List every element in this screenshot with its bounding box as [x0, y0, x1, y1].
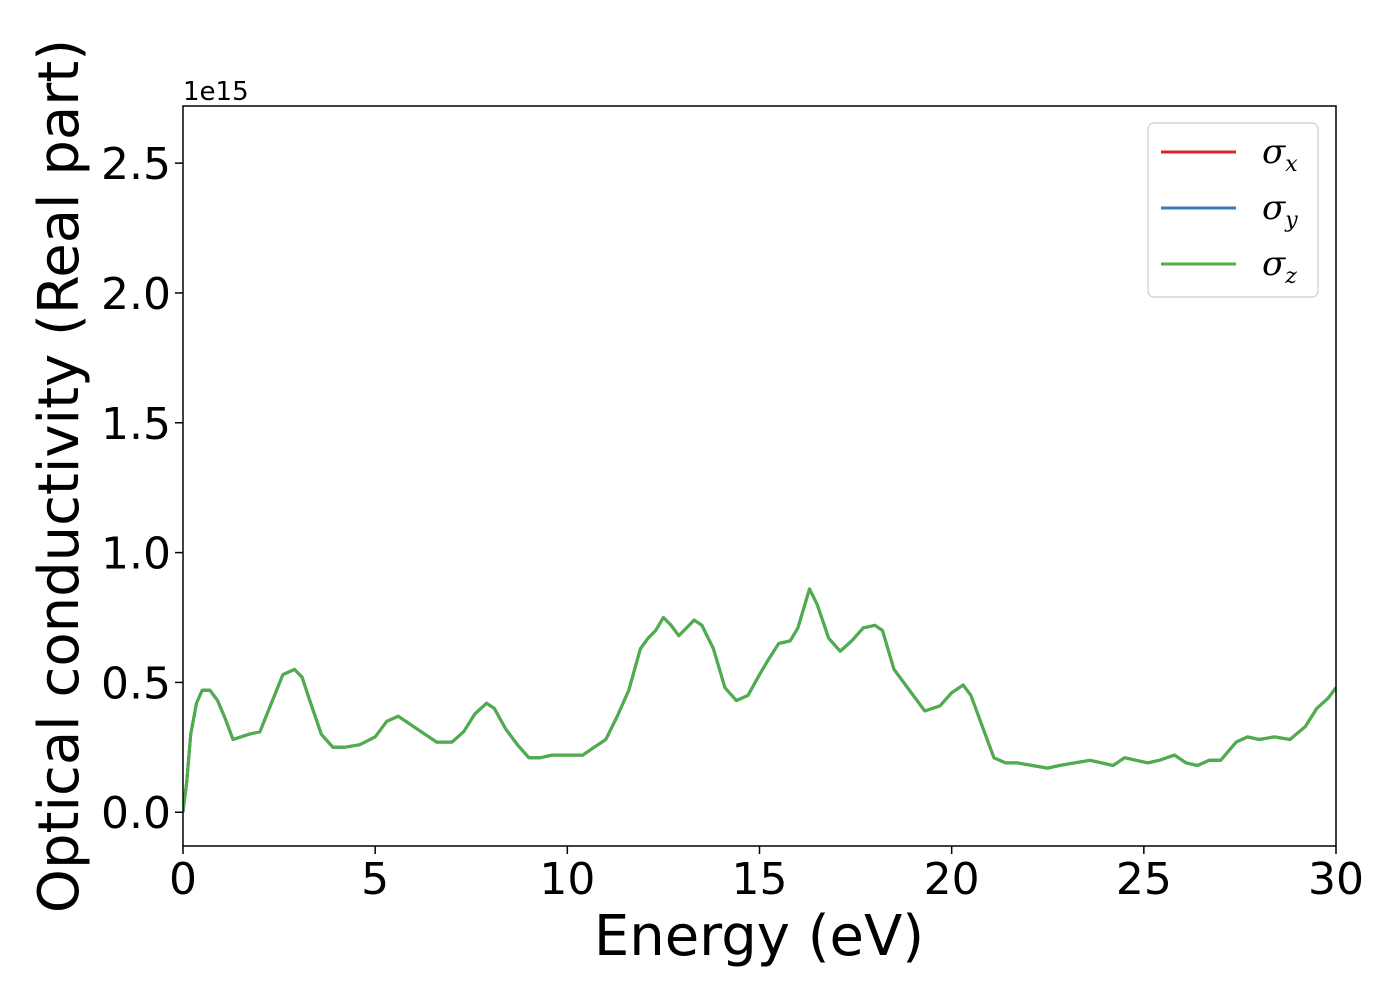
- y-tick-label: 2.5: [101, 139, 171, 190]
- legend-label-y: σy: [1262, 188, 1298, 233]
- y-offset-label: 1e15: [183, 77, 249, 107]
- y-tick-label: 0.0: [101, 788, 171, 839]
- series-layer: [183, 587, 1336, 813]
- y-tick-label: 1.0: [101, 529, 171, 580]
- series-line-z: [183, 587, 1336, 813]
- legend: σx σy σz: [1147, 122, 1319, 298]
- x-axis-title: Energy (eV): [594, 904, 924, 969]
- x-tick-label: 0: [169, 854, 197, 905]
- y-axis-title: Optical conductivity (Real part): [27, 39, 92, 913]
- x-tick-label: 25: [1116, 854, 1172, 905]
- x-axis-ticks: 0 5 10 15 20 25 30: [169, 846, 1364, 905]
- legend-label-z: σz: [1262, 244, 1297, 289]
- legend-label-x: σx: [1262, 132, 1298, 177]
- x-tick-label: 15: [732, 854, 788, 905]
- legend-box: [1147, 122, 1319, 298]
- series-line-y: [183, 587, 1336, 813]
- x-tick-label: 30: [1308, 854, 1364, 905]
- y-tick-label: 1.5: [101, 399, 171, 450]
- legend-entries: σx σy σz: [1161, 132, 1298, 289]
- series-line-x: [183, 587, 1336, 813]
- y-tick-label: 2.0: [101, 269, 171, 320]
- x-tick-label: 5: [361, 854, 389, 905]
- x-tick-label: 20: [924, 854, 980, 905]
- x-tick-label: 10: [539, 854, 595, 905]
- y-tick-label: 0.5: [101, 658, 171, 709]
- y-axis-ticks: 0.0 0.5 1.0 1.5 2.0 2.5: [101, 139, 183, 839]
